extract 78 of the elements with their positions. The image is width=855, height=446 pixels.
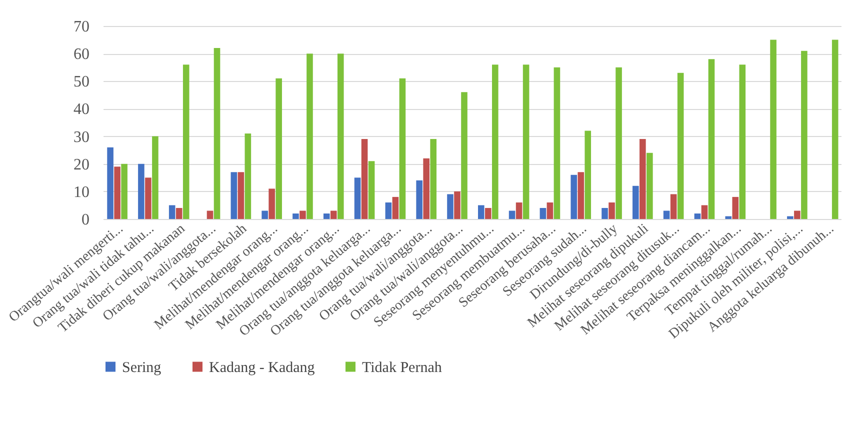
bar <box>323 213 330 219</box>
bar <box>770 40 776 219</box>
bar <box>461 92 468 219</box>
bar <box>206 210 214 219</box>
bar <box>262 210 268 219</box>
y-tick-label: 30 <box>74 128 90 146</box>
bar <box>145 178 152 219</box>
bar <box>485 208 492 219</box>
bar <box>801 50 808 219</box>
bar <box>121 164 128 219</box>
bar <box>330 210 337 219</box>
bar <box>616 67 622 219</box>
bar <box>292 213 299 219</box>
y-tick-label: 10 <box>74 184 90 201</box>
bar <box>244 134 252 219</box>
bar <box>632 186 639 219</box>
bar <box>138 164 144 219</box>
bar <box>423 158 430 219</box>
bar <box>584 130 592 219</box>
bar <box>399 78 406 219</box>
bar <box>739 64 746 219</box>
bar <box>602 208 608 219</box>
bar <box>832 40 838 219</box>
bar <box>114 166 120 219</box>
bar <box>230 172 238 219</box>
bar <box>107 147 114 219</box>
bar <box>300 210 306 219</box>
bar <box>276 78 282 219</box>
bar <box>354 178 361 219</box>
bar <box>522 64 530 219</box>
bar <box>787 216 794 219</box>
bar <box>708 59 715 219</box>
bar <box>663 210 670 219</box>
bar <box>794 210 800 219</box>
bar <box>306 54 313 219</box>
bar <box>508 210 516 219</box>
bar <box>677 72 684 219</box>
bar <box>454 191 460 219</box>
bar <box>361 139 368 219</box>
bar <box>540 208 546 219</box>
bar <box>732 196 739 219</box>
bar <box>670 194 677 219</box>
bar <box>546 202 554 219</box>
y-tick-label: 20 <box>74 156 90 174</box>
bar <box>392 196 399 219</box>
bar <box>176 208 182 219</box>
bar <box>578 172 584 219</box>
bar <box>447 194 454 219</box>
bar <box>640 139 646 219</box>
bar <box>268 188 275 219</box>
bar <box>238 172 244 219</box>
bar <box>337 54 344 219</box>
bar <box>570 174 578 219</box>
bar <box>385 202 392 219</box>
bar <box>554 67 560 219</box>
bar <box>701 205 708 219</box>
bar <box>430 139 436 219</box>
y-tick-label: 40 <box>74 101 90 118</box>
bar <box>152 136 158 219</box>
bar <box>492 64 498 219</box>
bar <box>478 205 484 219</box>
y-tick-label: 70 <box>74 18 90 36</box>
bar <box>516 202 522 219</box>
bar <box>182 64 190 219</box>
bar <box>214 48 220 219</box>
y-tick-label: 0 <box>82 212 90 228</box>
bar <box>416 180 422 219</box>
bar <box>608 202 615 219</box>
legend-label: Tidak Pernah <box>362 360 442 376</box>
legend-label: Kadang - Kadang <box>209 360 316 376</box>
legend-label: Sering <box>122 360 162 376</box>
bar <box>168 205 176 219</box>
y-tick-label: 50 <box>74 74 90 91</box>
y-tick-label: 60 <box>74 46 90 64</box>
bar <box>646 152 653 219</box>
bar <box>694 213 701 219</box>
bar <box>368 161 375 219</box>
bar <box>725 216 732 219</box>
